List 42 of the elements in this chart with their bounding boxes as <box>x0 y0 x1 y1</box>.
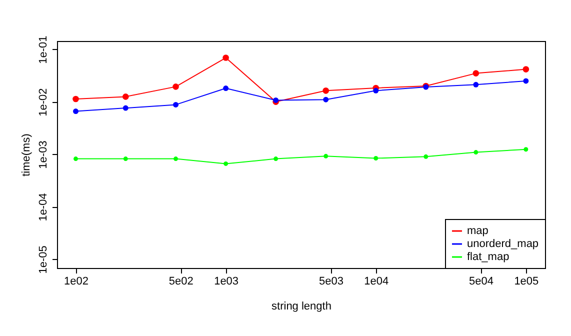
point <box>222 54 229 61</box>
point <box>523 78 529 84</box>
point <box>424 154 428 159</box>
point <box>224 162 228 166</box>
point <box>122 94 129 100</box>
point <box>323 96 329 102</box>
point <box>324 154 328 158</box>
point <box>374 156 378 160</box>
point <box>72 96 79 102</box>
point <box>373 88 379 94</box>
legend-label: unorderd_map <box>467 238 539 250</box>
legend-label: flat_map <box>467 251 510 263</box>
point <box>474 150 478 155</box>
point <box>472 70 480 76</box>
x-axis-title: string length <box>272 300 332 312</box>
y-tick-label: 1e-05 <box>38 246 50 274</box>
y-tick-label: 1e-03 <box>38 140 50 169</box>
point <box>73 108 78 114</box>
x-tick-label: 1e03 <box>214 276 239 288</box>
point <box>274 156 278 162</box>
point <box>172 84 179 90</box>
y-tick-label: 1e-02 <box>38 88 50 116</box>
x-tick-label: 1e02 <box>64 276 88 288</box>
x-tick-label: 5e04 <box>469 276 494 288</box>
x-tick-label: 5e02 <box>168 276 194 288</box>
point <box>123 156 128 162</box>
point <box>174 156 178 162</box>
point <box>473 82 479 88</box>
x-tick-label: 1e04 <box>364 276 389 288</box>
x-tick-label: 1e05 <box>514 276 539 288</box>
point <box>322 87 330 94</box>
legend-label: map <box>467 225 488 237</box>
x-tick-label: 5e03 <box>318 276 344 288</box>
point <box>122 105 128 111</box>
y-tick-label: 1e-01 <box>38 36 50 64</box>
point <box>522 66 530 72</box>
point <box>74 156 78 162</box>
y-tick-label: 1e-04 <box>38 193 50 222</box>
y-axis-title: time(ms) <box>20 134 32 176</box>
point <box>524 147 528 152</box>
point <box>223 86 229 91</box>
point <box>173 102 179 108</box>
